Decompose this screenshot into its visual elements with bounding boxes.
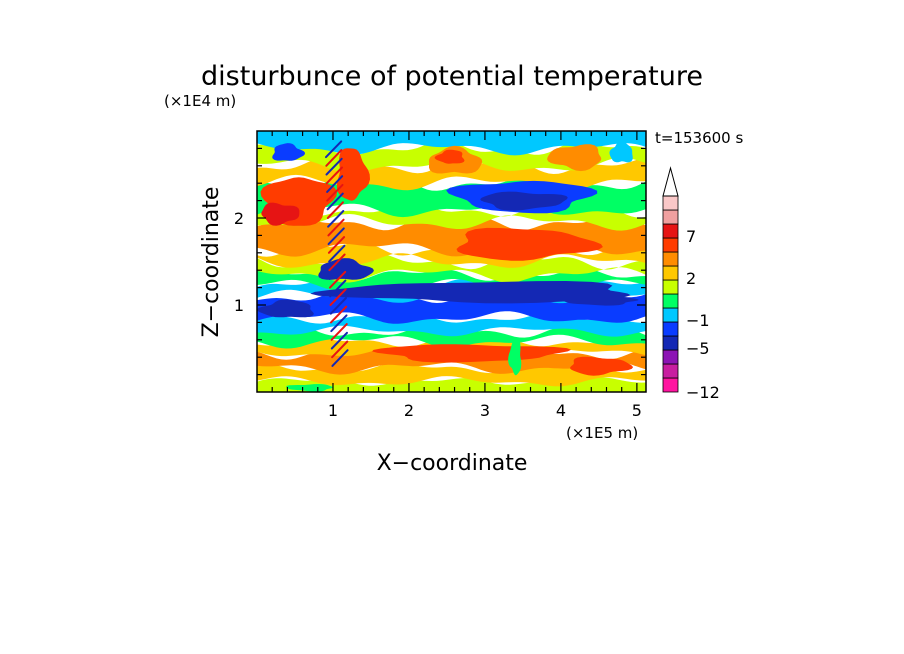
x-tick-label: 2 (404, 401, 414, 420)
wave-streak (330, 305, 348, 324)
contour-blob (480, 191, 568, 211)
colorbar-cell (662, 265, 679, 281)
wave-streak (331, 340, 349, 359)
colorbar-cell (662, 293, 679, 309)
colorbar-cell (662, 195, 679, 211)
y-axis-label: Z−coordinate (199, 187, 224, 338)
wave-streak (326, 192, 344, 211)
plot-frame (256, 130, 647, 393)
contour-band (257, 377, 646, 392)
wave-streak (328, 262, 346, 280)
colorbar-cell (662, 223, 679, 239)
wave-streak (327, 218, 345, 237)
contour-blob (310, 281, 631, 304)
colorbar-cell (662, 321, 679, 337)
colorbar-cell (662, 307, 679, 323)
wave-streak (327, 227, 345, 246)
wave-streak (325, 166, 343, 185)
colorbar-cell (662, 237, 679, 253)
wave-streak (327, 210, 345, 228)
colorbar-label: −1 (686, 311, 710, 330)
wave-streak (328, 253, 346, 272)
colorbar-cell (662, 251, 679, 267)
wave-streak (330, 323, 348, 341)
contour-blob (456, 227, 603, 261)
x-tick-label: 1 (328, 401, 338, 420)
wave-streak (326, 183, 344, 202)
wave-streak (330, 314, 348, 333)
y-tick-label: 2 (234, 209, 244, 228)
wave-streak (325, 140, 343, 159)
contour-blob (261, 202, 300, 226)
contour-blob (557, 296, 639, 306)
contour-blob (336, 148, 370, 201)
contour-band (257, 324, 646, 349)
contour-blob (318, 258, 374, 280)
wave-streak (329, 288, 347, 306)
contour-blob (372, 344, 572, 363)
contour-band (257, 362, 646, 387)
colorbar-cell (662, 279, 679, 295)
x-tick-labels: 1 2 3 4 5 (328, 401, 642, 420)
wave-streak (331, 349, 349, 367)
x-axis-label: X−coordinate (377, 451, 528, 476)
wave-streak (329, 270, 347, 289)
contour-band (257, 214, 646, 257)
x-tick-label: 5 (632, 401, 642, 420)
x-unit-label: (×1E5 m) (566, 424, 638, 442)
time-label: t=153600 s (655, 129, 743, 147)
contour-blob (286, 384, 333, 392)
contour-blob (547, 144, 602, 172)
contour-blob (272, 143, 305, 161)
colorbar-cell (662, 377, 679, 393)
wave-streak (325, 149, 343, 167)
wave-streak (326, 175, 344, 193)
colorbar-extend-arrow (662, 166, 679, 197)
x-tick-label: 3 (480, 401, 490, 420)
wave-streak (330, 331, 348, 350)
contour-blob (609, 140, 633, 163)
colorbar-cell (662, 335, 679, 351)
contour-blob (508, 339, 522, 376)
colorbar-label: −5 (686, 339, 710, 358)
wave-streak (325, 157, 343, 176)
contour-blob (434, 149, 465, 164)
colorbar-cell (662, 209, 679, 225)
colorbar-label: 7 (686, 227, 696, 246)
chart-title: disturbunce of potential temperature (201, 61, 703, 92)
y-tick-labels: 12 (234, 209, 244, 315)
contour-blob (257, 299, 314, 318)
wave-streak (326, 201, 344, 219)
y-tick-label: 1 (234, 296, 244, 315)
axis-ticks (257, 131, 646, 392)
contour-plot (257, 131, 646, 392)
wave-streak (329, 297, 347, 315)
colorbar-label: 2 (686, 269, 696, 288)
contour-blob (570, 356, 633, 376)
wave-streak (328, 244, 346, 263)
x-tick-label: 4 (556, 401, 566, 420)
colorbar-label: −12 (686, 383, 720, 402)
wave-streak (329, 279, 347, 298)
y-unit-label: (×1E4 m) (164, 92, 236, 110)
colorbar (662, 166, 679, 393)
wave-streak (327, 236, 346, 254)
colorbar-cell (662, 349, 679, 365)
colorbar-cell (662, 363, 679, 379)
colorbar-labels: 7 2 −1 −5 −12 (686, 227, 720, 402)
